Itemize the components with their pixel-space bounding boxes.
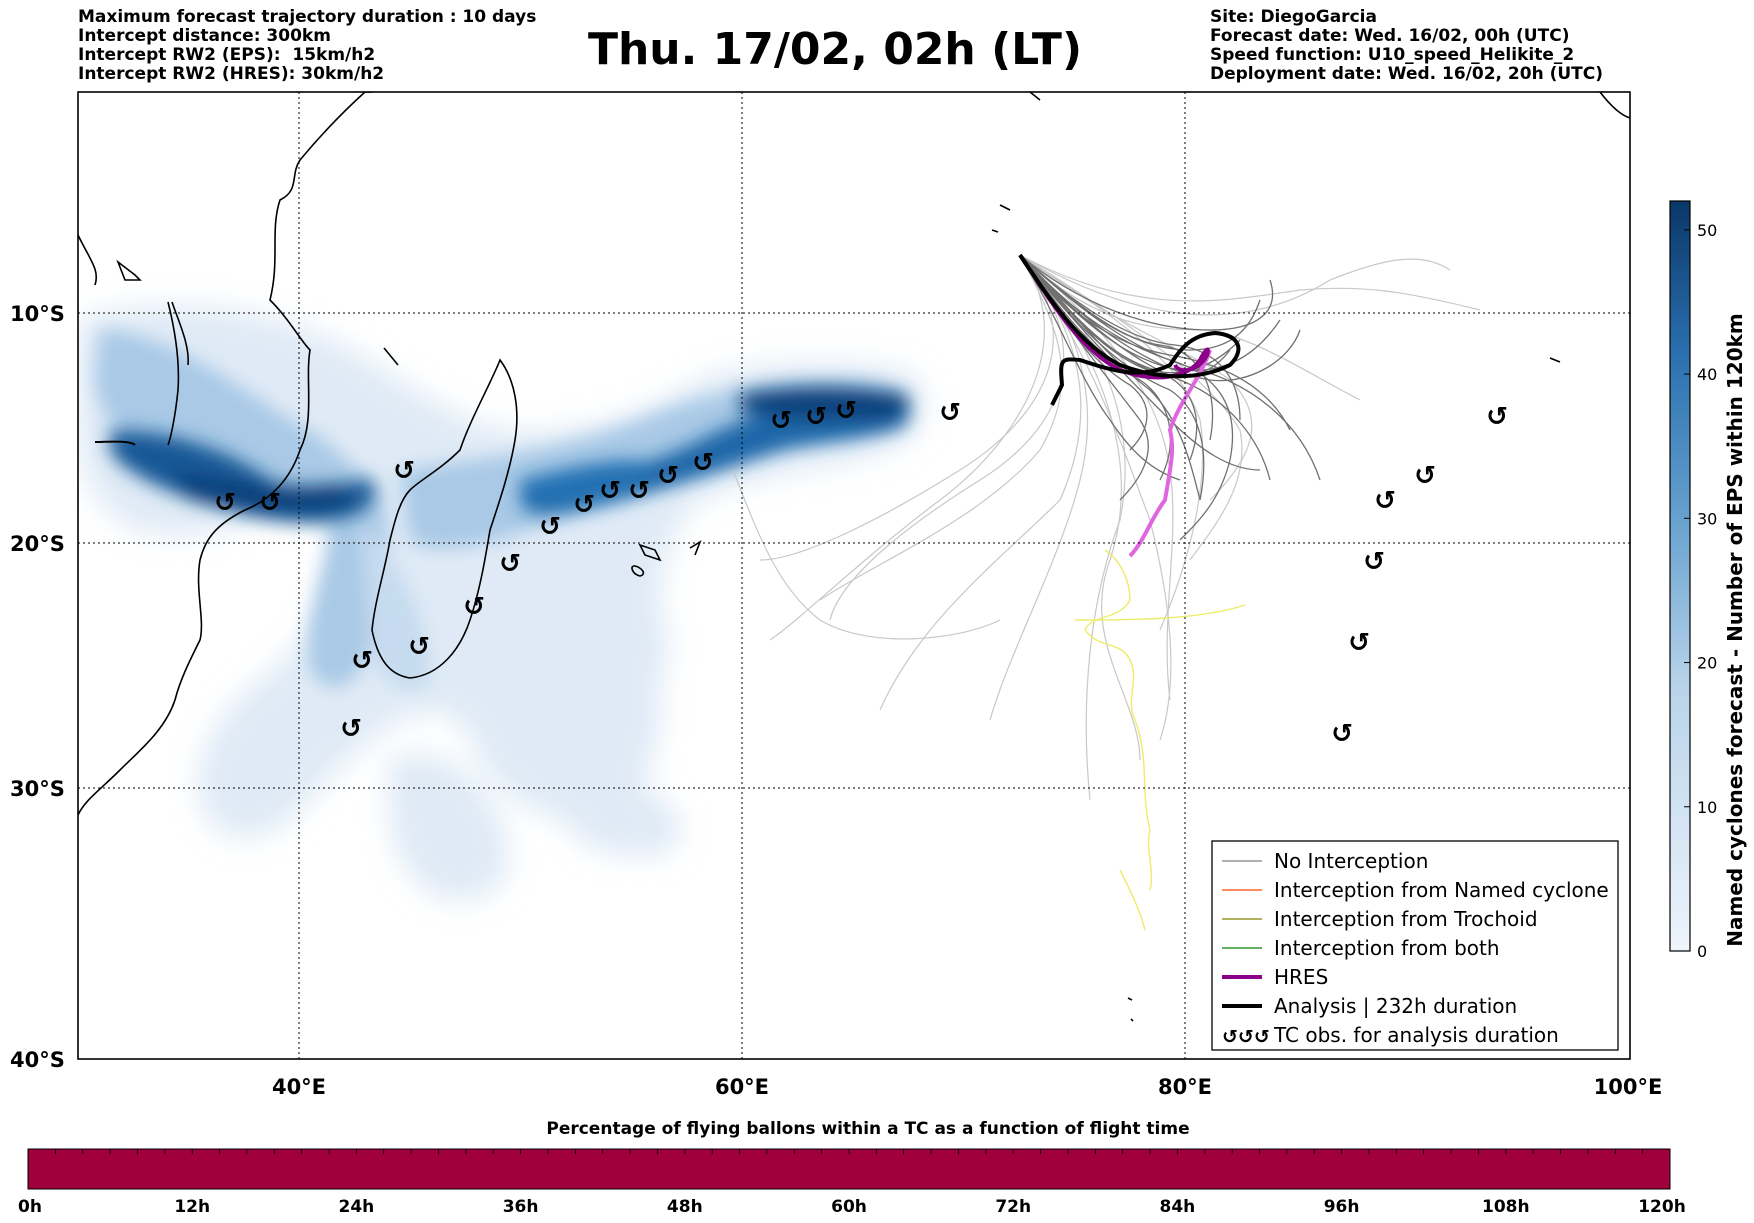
legend-symbol: ↺↺↺ xyxy=(1222,1026,1270,1048)
time-bar-tick-label: 108h xyxy=(1482,1197,1530,1217)
tc-observation-marker: ↺ xyxy=(463,592,485,622)
legend-item: HRES xyxy=(1222,965,1328,989)
time-bar-tick-label: 84h xyxy=(1160,1197,1196,1217)
header-left-line4: Intercept RW2 (HRES): 30km/h2 xyxy=(78,64,385,84)
tc-observation-marker: ↺ xyxy=(539,512,561,542)
time-bar-minor-ticks xyxy=(27,1149,1671,1154)
tc-observation-marker: ↺ xyxy=(835,396,857,426)
tc-observation-marker: ↺ xyxy=(692,448,714,478)
legend-item: Interception from both xyxy=(1222,936,1500,960)
analysis-track xyxy=(1018,253,1241,406)
map-area: ↺ ↺↺↺↺↺↺↺↺↺↺↺↺↺↺↺↺↺↺↺↺↺↺↺ No Interception… xyxy=(78,92,1630,1059)
tc-observation-marker: ↺ xyxy=(805,402,827,432)
colorbar-label: Named cyclones forecast - Number of EPS … xyxy=(1723,313,1747,947)
tc-observation-marker: ↺ xyxy=(499,549,521,579)
legend-label: HRES xyxy=(1274,965,1328,989)
header-left-line3: Intercept RW2 (EPS): 15km/h2 xyxy=(78,45,376,65)
time-bar-tick-label: 12h xyxy=(174,1197,210,1217)
legend-label: No Interception xyxy=(1274,849,1428,873)
header-right-line2: Forecast date: Wed. 16/02, 00h (UTC) xyxy=(1210,26,1570,46)
tc-observation-marker: ↺ xyxy=(214,488,236,518)
colorbar-tick-label: 10 xyxy=(1697,798,1717,817)
header-right-line3: Speed function: U10_speed_Helikite_2 xyxy=(1210,45,1575,65)
time-bar-tick-label: 72h xyxy=(995,1197,1031,1217)
lon-label-40e: 40°E xyxy=(272,1075,326,1099)
tc-observation-marker: ↺ xyxy=(628,476,650,506)
colorbar-tick-label: 20 xyxy=(1697,654,1717,673)
tc-observation-marker: ↺ xyxy=(1363,547,1385,577)
time-bar-fill xyxy=(27,1148,1671,1190)
tc-observation-marker: ↺ xyxy=(1414,461,1436,491)
tc-observation-marker: ↺ xyxy=(1348,628,1370,658)
time-bar-tick-label: 0h xyxy=(18,1197,42,1217)
hres-forecast-track xyxy=(1128,349,1212,558)
lon-label-100e: 100°E xyxy=(1594,1075,1663,1099)
coastlines xyxy=(78,92,1630,1022)
header-left-line1: Maximum forecast trajectory duration : 1… xyxy=(78,7,537,27)
legend-item: Analysis | 232h duration xyxy=(1222,994,1517,1018)
legend-label: Interception from Trochoid xyxy=(1274,907,1538,931)
legend: No Interception Interception from Named c… xyxy=(1211,840,1619,1051)
legend-item: ↺↺↺ TC obs. for analysis duration xyxy=(1222,1023,1559,1048)
legend-label: TC obs. for analysis duration xyxy=(1273,1023,1559,1047)
tc-observations: ↺ ↺↺↺↺↺↺↺↺↺↺↺↺↺↺↺↺↺↺↺↺↺↺↺ xyxy=(214,396,1508,749)
time-bar-tick-label: 120h xyxy=(1638,1197,1686,1217)
time-bar-tick-label: 60h xyxy=(831,1197,867,1217)
tc-observation-marker: ↺ xyxy=(1374,486,1396,516)
tc-observation-marker: ↺ xyxy=(393,456,415,486)
tc-observation-marker: ↺ xyxy=(1331,719,1353,749)
header-left-line2: Intercept distance: 300km xyxy=(78,26,331,46)
lat-label-20s: 20°S xyxy=(10,532,65,556)
time-bar-title: Percentage of flying ballons within a TC… xyxy=(546,1119,1189,1139)
lon-label-80e: 80°E xyxy=(1158,1075,1212,1099)
tc-observation-marker: ↺ xyxy=(770,406,792,436)
tc-observation-marker: ↺ xyxy=(939,398,961,428)
map-frame xyxy=(77,91,1631,1060)
legend-label: Interception from both xyxy=(1274,936,1500,960)
yellow-track xyxy=(1074,549,1246,931)
time-bar-tick-label: 24h xyxy=(339,1197,375,1217)
tc-observation-marker: ↺ xyxy=(573,490,595,520)
tc-observation-marker: ↺ xyxy=(599,476,621,506)
cyclone-density-core xyxy=(110,387,909,523)
legend-item: No Interception xyxy=(1222,849,1428,873)
time-bar-tick-label: 36h xyxy=(503,1197,539,1217)
tc-observation-marker: ↺ xyxy=(657,461,679,491)
gridlines xyxy=(78,92,1630,1059)
colorbar-tick-label: 40 xyxy=(1697,365,1717,384)
time-bar: Percentage of flying ballons within a TC… xyxy=(18,1119,1686,1217)
header-right: Site: DiegoGarcia Forecast date: Wed. 16/… xyxy=(1210,8,1603,84)
tc-observation-marker: ↺ xyxy=(351,646,373,676)
time-bar-ticks: 0h 12h 24h 36h 48h 60h 72h 84h 96h 108h 120h xyxy=(18,1197,1686,1217)
lon-label-60e: 60°E xyxy=(715,1075,769,1099)
header-right-line4: Deployment date: Wed. 16/02, 20h (UTC) xyxy=(1210,64,1604,84)
header-left: Maximum forecast trajectory duration : 1… xyxy=(78,8,536,84)
colorbar-tick-label: 50 xyxy=(1697,221,1717,240)
legend-item: Interception from Trochoid xyxy=(1222,907,1538,931)
lat-label-30s: 30°S xyxy=(10,777,65,801)
legend-item: Interception from Named cyclone xyxy=(1222,878,1609,902)
colorbar-gradient xyxy=(1669,200,1691,952)
time-bar-tick-label: 96h xyxy=(1324,1197,1360,1217)
colorbar-tick-label: 30 xyxy=(1697,509,1717,528)
colorbar: 0 10 20 30 40 50 Named cyclones forecast - Nu… xyxy=(1669,200,1747,961)
lat-label-10s: 10°S xyxy=(10,302,65,326)
tc-observation-marker: ↺ xyxy=(259,488,281,518)
header-right-line1: Site: DiegoGarcia xyxy=(1210,7,1377,27)
legend-label: Analysis | 232h duration xyxy=(1274,994,1517,1018)
colorbar-ticks: 0 10 20 30 40 50 xyxy=(1684,221,1717,961)
colorbar-tick-label: 0 xyxy=(1697,942,1707,961)
main-title: Thu. 17/02, 02h (LT) xyxy=(0,24,1754,75)
legend-items: No Interception Interception from Named c… xyxy=(1222,849,1609,1048)
legend-label: Interception from Named cyclone xyxy=(1274,878,1609,902)
main-title-text: Thu. 17/02, 02h (LT) xyxy=(587,24,1083,75)
legend-box xyxy=(1211,840,1619,1051)
lat-label-40s: 40°S xyxy=(10,1048,65,1072)
tc-observation-marker: ↺ xyxy=(1486,402,1508,432)
time-bar-tick-label: 48h xyxy=(667,1197,703,1217)
tc-observation-marker: ↺ xyxy=(408,632,430,662)
tc-observation-marker: ↺ xyxy=(340,714,362,744)
